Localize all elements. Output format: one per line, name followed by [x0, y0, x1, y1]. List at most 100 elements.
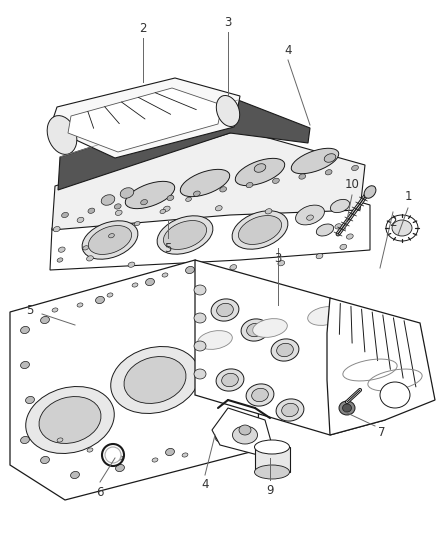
Ellipse shape: [352, 165, 358, 171]
Ellipse shape: [182, 453, 188, 457]
Ellipse shape: [330, 199, 350, 213]
Polygon shape: [255, 447, 290, 472]
Ellipse shape: [71, 471, 79, 479]
Ellipse shape: [21, 361, 29, 369]
Ellipse shape: [316, 224, 334, 236]
Ellipse shape: [107, 293, 113, 297]
Ellipse shape: [325, 169, 332, 175]
Polygon shape: [52, 130, 365, 230]
Ellipse shape: [88, 208, 95, 213]
Ellipse shape: [162, 273, 168, 277]
Text: 10: 10: [345, 179, 360, 191]
Ellipse shape: [186, 197, 191, 201]
Ellipse shape: [335, 224, 342, 229]
Ellipse shape: [167, 195, 174, 200]
Ellipse shape: [83, 246, 88, 250]
Ellipse shape: [77, 303, 83, 307]
Ellipse shape: [194, 341, 206, 351]
Ellipse shape: [247, 324, 263, 337]
Ellipse shape: [134, 221, 140, 225]
Ellipse shape: [282, 403, 298, 417]
Ellipse shape: [194, 285, 206, 295]
Ellipse shape: [339, 401, 355, 415]
Ellipse shape: [77, 217, 84, 222]
Ellipse shape: [251, 386, 259, 393]
Ellipse shape: [41, 456, 49, 464]
Ellipse shape: [239, 425, 251, 435]
Ellipse shape: [232, 211, 288, 249]
Ellipse shape: [166, 448, 174, 456]
Ellipse shape: [21, 437, 29, 443]
Text: 2: 2: [389, 215, 397, 229]
Text: 7: 7: [378, 425, 386, 439]
Polygon shape: [68, 88, 222, 152]
Ellipse shape: [62, 212, 68, 217]
Polygon shape: [58, 100, 310, 190]
Ellipse shape: [120, 188, 134, 198]
Ellipse shape: [26, 386, 114, 454]
Ellipse shape: [253, 319, 287, 337]
Ellipse shape: [21, 326, 29, 334]
Ellipse shape: [380, 382, 410, 408]
Ellipse shape: [254, 440, 290, 454]
Ellipse shape: [194, 313, 206, 323]
Text: 2: 2: [139, 21, 147, 35]
Ellipse shape: [343, 404, 352, 412]
Ellipse shape: [276, 399, 304, 421]
Text: 4: 4: [201, 479, 209, 491]
Ellipse shape: [392, 220, 412, 236]
Text: 3: 3: [274, 252, 282, 264]
Ellipse shape: [346, 234, 353, 239]
Ellipse shape: [299, 174, 306, 179]
Ellipse shape: [217, 303, 233, 317]
Ellipse shape: [194, 369, 206, 379]
Ellipse shape: [291, 148, 339, 174]
Ellipse shape: [180, 169, 230, 197]
Text: 9: 9: [266, 483, 274, 497]
Polygon shape: [50, 78, 240, 158]
Ellipse shape: [237, 173, 243, 177]
Ellipse shape: [278, 261, 285, 266]
Ellipse shape: [324, 154, 336, 162]
Ellipse shape: [215, 434, 224, 441]
Ellipse shape: [82, 221, 138, 259]
Ellipse shape: [111, 346, 199, 414]
Ellipse shape: [233, 426, 258, 444]
Ellipse shape: [236, 317, 244, 324]
Ellipse shape: [117, 456, 123, 460]
Ellipse shape: [265, 209, 272, 214]
Ellipse shape: [109, 233, 114, 238]
Ellipse shape: [205, 302, 215, 309]
Ellipse shape: [364, 185, 376, 198]
Ellipse shape: [194, 191, 200, 196]
Ellipse shape: [307, 215, 314, 220]
Ellipse shape: [114, 204, 121, 209]
Ellipse shape: [216, 95, 240, 126]
Ellipse shape: [58, 247, 65, 252]
Ellipse shape: [47, 116, 77, 155]
Ellipse shape: [296, 205, 325, 225]
Ellipse shape: [222, 373, 238, 386]
Ellipse shape: [254, 164, 266, 172]
Polygon shape: [50, 168, 370, 270]
Text: 5: 5: [26, 303, 34, 317]
Ellipse shape: [101, 195, 115, 205]
Ellipse shape: [215, 206, 222, 211]
Ellipse shape: [57, 438, 63, 442]
Text: 3: 3: [224, 15, 232, 28]
Ellipse shape: [198, 330, 232, 349]
Ellipse shape: [277, 343, 293, 357]
Ellipse shape: [308, 306, 343, 325]
Ellipse shape: [57, 258, 63, 262]
Ellipse shape: [95, 296, 104, 304]
Ellipse shape: [252, 389, 268, 402]
Ellipse shape: [88, 225, 131, 254]
Text: 1: 1: [404, 190, 412, 203]
Ellipse shape: [230, 264, 237, 270]
Ellipse shape: [163, 206, 170, 212]
Ellipse shape: [87, 256, 93, 261]
Polygon shape: [212, 408, 272, 455]
Ellipse shape: [87, 448, 93, 452]
Ellipse shape: [125, 181, 175, 208]
Ellipse shape: [53, 227, 60, 232]
